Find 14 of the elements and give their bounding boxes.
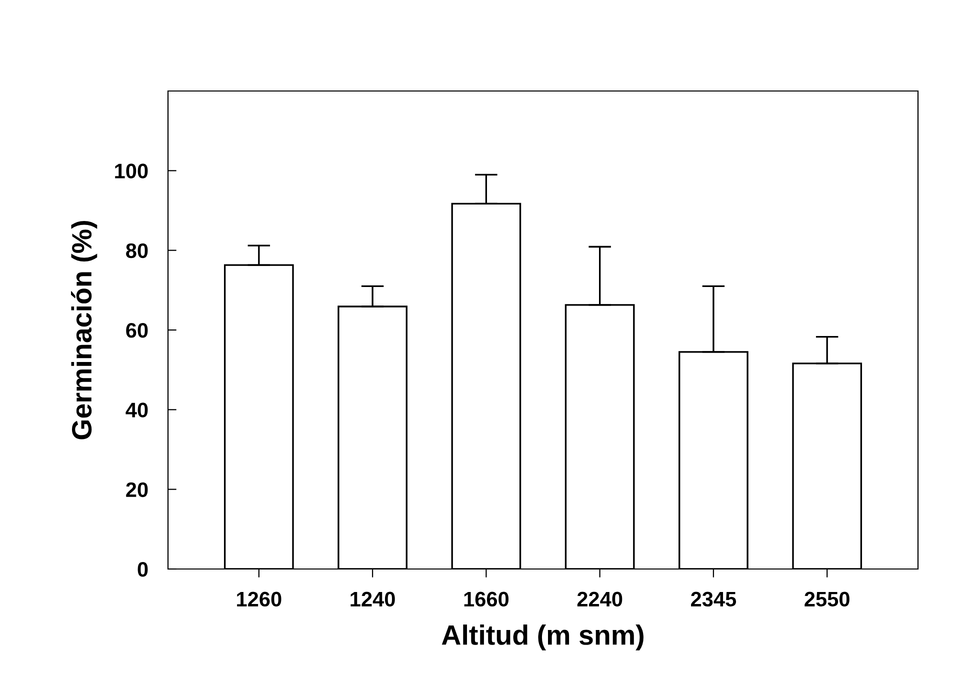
x-tick-label: 2550 — [804, 592, 850, 607]
y-tick-label: 100 — [115, 164, 148, 178]
x-tick-label: 1260 — [237, 592, 282, 607]
x-tick-label: 1240 — [350, 592, 395, 607]
y-tick-label: 40 — [126, 402, 148, 418]
y-axis-title: Germinación (%) — [70, 221, 98, 440]
x-tick-label: 1660 — [464, 592, 509, 607]
x-tick-label: 2345 — [691, 592, 736, 607]
y-tick-label: 20 — [126, 482, 148, 498]
y-tick-label: 80 — [126, 243, 148, 258]
x-tick-label: 2240 — [577, 592, 622, 607]
y-tick-label: 0 — [138, 562, 148, 577]
x-axis-title: Altitud (m snm) — [442, 624, 644, 650]
y-tick-label: 60 — [126, 323, 148, 338]
